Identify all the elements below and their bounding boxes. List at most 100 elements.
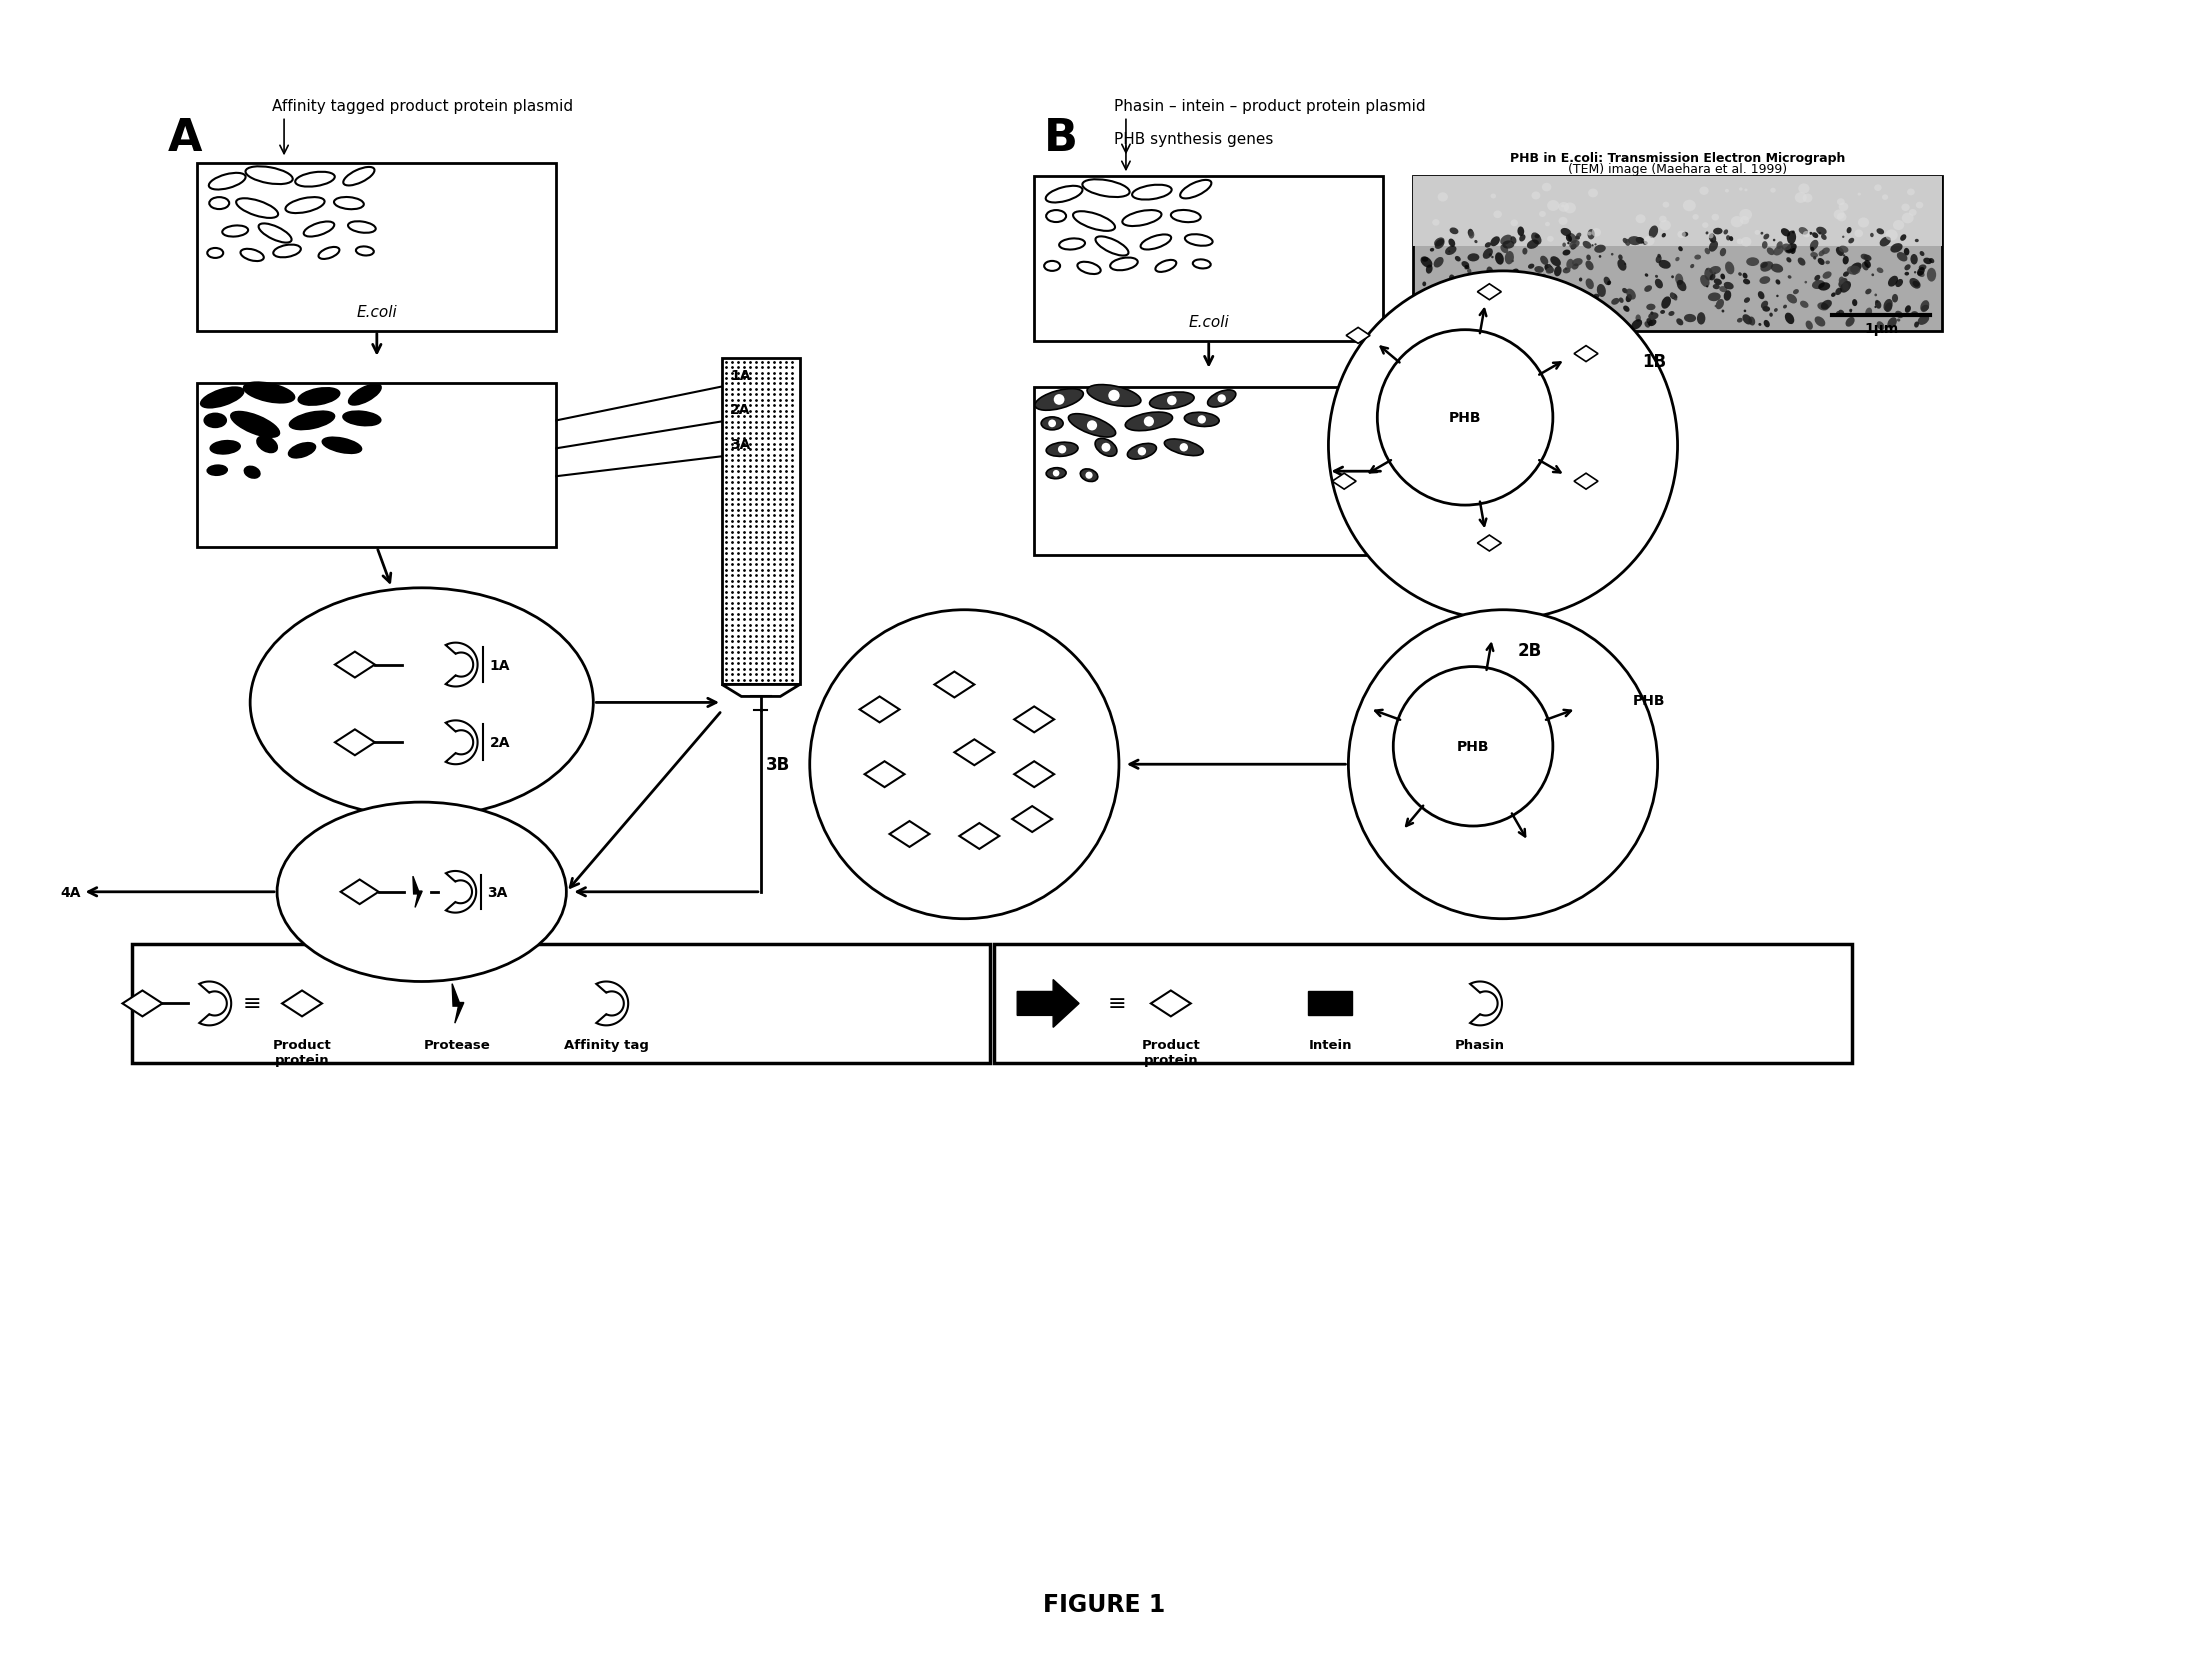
Ellipse shape (1669, 311, 1674, 316)
Ellipse shape (1625, 295, 1632, 303)
Ellipse shape (1685, 314, 1696, 323)
Ellipse shape (1632, 319, 1643, 329)
Ellipse shape (1804, 281, 1806, 285)
Ellipse shape (1583, 241, 1592, 250)
Ellipse shape (1607, 316, 1618, 324)
Ellipse shape (1455, 286, 1468, 296)
Ellipse shape (1095, 238, 1128, 256)
Ellipse shape (1747, 258, 1760, 266)
Ellipse shape (1784, 306, 1786, 310)
Ellipse shape (1042, 418, 1062, 431)
Ellipse shape (1623, 306, 1630, 313)
Ellipse shape (1839, 280, 1848, 288)
Text: PHB: PHB (1457, 740, 1490, 754)
Ellipse shape (1857, 218, 1870, 228)
Ellipse shape (1716, 306, 1718, 308)
Ellipse shape (1910, 280, 1921, 290)
Ellipse shape (1669, 293, 1674, 300)
Ellipse shape (1906, 306, 1910, 313)
Polygon shape (283, 990, 322, 1017)
Ellipse shape (1585, 318, 1590, 321)
Circle shape (1393, 667, 1552, 827)
Ellipse shape (1660, 221, 1671, 231)
Ellipse shape (1846, 318, 1855, 328)
Ellipse shape (1866, 290, 1872, 295)
Ellipse shape (1548, 265, 1550, 268)
Polygon shape (890, 822, 930, 847)
Ellipse shape (1468, 231, 1475, 240)
Ellipse shape (1923, 258, 1932, 265)
Ellipse shape (1910, 210, 1917, 216)
Ellipse shape (322, 438, 362, 454)
Ellipse shape (1861, 263, 1868, 271)
Ellipse shape (1446, 303, 1451, 306)
Ellipse shape (208, 250, 223, 260)
Ellipse shape (1713, 280, 1722, 286)
Ellipse shape (1758, 324, 1762, 326)
Text: Affinity tag: Affinity tag (563, 1038, 649, 1052)
Ellipse shape (1811, 248, 1815, 253)
Polygon shape (446, 872, 477, 914)
Ellipse shape (1815, 276, 1819, 281)
Polygon shape (934, 672, 974, 697)
Ellipse shape (1817, 283, 1830, 291)
Ellipse shape (1676, 319, 1682, 326)
Ellipse shape (1433, 220, 1440, 226)
Ellipse shape (1610, 318, 1614, 323)
Ellipse shape (1919, 265, 1925, 271)
Ellipse shape (1883, 300, 1892, 313)
Ellipse shape (1594, 295, 1599, 300)
Ellipse shape (1636, 238, 1645, 245)
Ellipse shape (1678, 246, 1682, 253)
Ellipse shape (1554, 266, 1561, 278)
Ellipse shape (1786, 258, 1791, 263)
Ellipse shape (1709, 275, 1716, 281)
Text: 1A: 1A (731, 368, 751, 383)
Ellipse shape (210, 441, 241, 454)
Polygon shape (1331, 474, 1356, 489)
Ellipse shape (1901, 235, 1906, 241)
Polygon shape (596, 982, 629, 1025)
Ellipse shape (1493, 211, 1501, 220)
Ellipse shape (1738, 273, 1742, 276)
Ellipse shape (1766, 248, 1775, 256)
Ellipse shape (1568, 235, 1577, 245)
Ellipse shape (1486, 306, 1490, 311)
Ellipse shape (1844, 273, 1848, 278)
Ellipse shape (1758, 291, 1764, 300)
Ellipse shape (1433, 258, 1444, 268)
Text: Intein: Intein (1309, 1038, 1351, 1052)
Ellipse shape (1495, 298, 1499, 303)
Ellipse shape (1539, 300, 1552, 308)
Ellipse shape (1676, 258, 1680, 263)
Ellipse shape (1817, 303, 1828, 311)
Ellipse shape (1482, 273, 1484, 276)
Ellipse shape (1636, 314, 1641, 323)
Ellipse shape (1811, 253, 1817, 258)
Ellipse shape (1760, 276, 1771, 285)
Ellipse shape (1888, 276, 1899, 288)
Ellipse shape (1901, 205, 1910, 211)
Polygon shape (1018, 980, 1080, 1028)
Text: 1A: 1A (490, 659, 510, 672)
Ellipse shape (349, 221, 375, 233)
Ellipse shape (201, 388, 243, 408)
Ellipse shape (1618, 255, 1623, 261)
Ellipse shape (1437, 295, 1446, 306)
Ellipse shape (1797, 185, 1811, 195)
Ellipse shape (1906, 265, 1910, 271)
Ellipse shape (1839, 281, 1850, 293)
Ellipse shape (1822, 235, 1826, 241)
Bar (197, 383, 556, 547)
Ellipse shape (1466, 270, 1471, 275)
Ellipse shape (1577, 233, 1581, 238)
Ellipse shape (1588, 230, 1594, 240)
Ellipse shape (1501, 241, 1515, 250)
Ellipse shape (210, 198, 230, 210)
Ellipse shape (1603, 278, 1610, 286)
Ellipse shape (1535, 266, 1543, 273)
Ellipse shape (1484, 283, 1493, 290)
Ellipse shape (1724, 263, 1733, 275)
Ellipse shape (1647, 319, 1654, 326)
Ellipse shape (1740, 216, 1749, 225)
